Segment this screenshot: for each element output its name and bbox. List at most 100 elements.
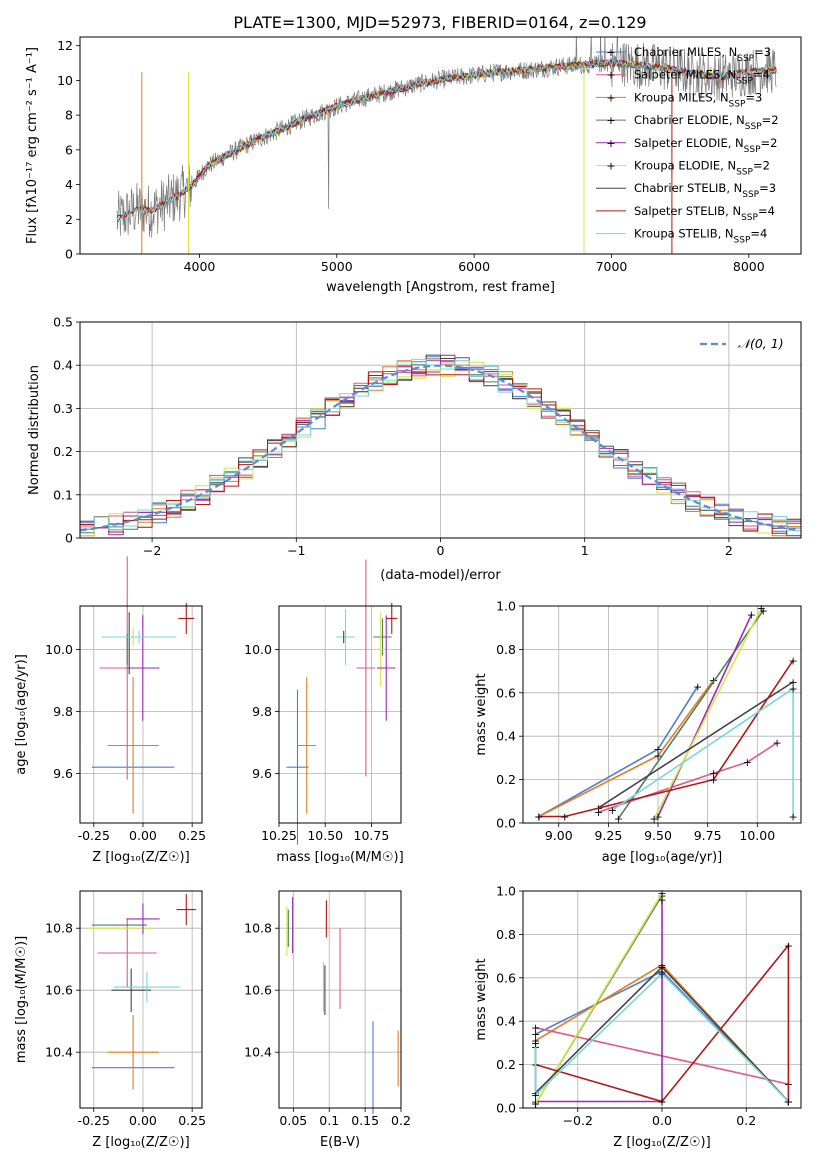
mw-marker-salpeter_miles: +	[743, 756, 752, 769]
y-tick-label: 10.8	[244, 921, 272, 936]
x-tick-label: 0.2	[391, 1113, 411, 1128]
x-tick-label: 8000	[733, 259, 765, 274]
y-tick-label: 0.6	[496, 970, 516, 985]
legend-label-salpeter_stelib: Salpeter STELIB, NSSP=4	[634, 204, 775, 223]
mw-marker-salpeter_stelib: +	[657, 1095, 666, 1108]
x-tick-label: 10.25	[261, 828, 297, 843]
mw-marker-kroupa_stelib: +	[657, 967, 666, 980]
y-tick-label: 9.8	[252, 704, 272, 719]
mass_vs_Z-frame	[79, 890, 203, 1109]
mw-marker-chabrier_miles: +	[653, 743, 662, 756]
mw-line-chabrier_miles	[538, 685, 699, 818]
mw-line-salpeter_miles	[598, 742, 778, 813]
legend-label-kroupa_elodie: Kroupa ELODIE, NSSP=2	[634, 159, 770, 178]
mass_weight_vs_Z-ylabel: mass weight	[474, 958, 489, 1040]
mw-marker-chabrier_stelib: +	[784, 1095, 793, 1108]
x-tick-label: 0.25	[178, 828, 206, 843]
x-tick-label: 9.25	[594, 828, 622, 843]
y-tick-label: 0.4	[53, 358, 73, 373]
mass_weight_vs_age-axes: 9.00 9.25 9.50 9.75 10.00 0.0 0.2 0.4 0.6 0.8 1.0	[496, 599, 801, 843]
mw-marker-salpeter_stelib: +	[784, 939, 793, 952]
legend-label-chabrier_miles: Chabrier MILES, NSSP=3	[634, 45, 771, 64]
y-tick-label: 10.4	[244, 1045, 272, 1060]
mass_weight_vs_age-ylabel: mass weight	[474, 673, 489, 755]
y-tick-label: 4	[65, 177, 73, 192]
legend-marker: +	[606, 137, 615, 150]
mw-marker-salpeter_stelib: +	[534, 810, 543, 823]
mass_weight_vs_Z-frame	[522, 890, 802, 1109]
spectrum-legend: + Chabrier MILES, NSSP=3 + Salpeter MILES, …	[596, 45, 779, 246]
mw-marker-kroupa_miles: +	[784, 1095, 793, 1108]
mw-marker-salpeter_elodie: +	[531, 1095, 540, 1108]
mw-line-chabrier_elodie	[617, 609, 764, 820]
age_vs_Z-axes: -0.25 0.00 0.25 9.6 9.8 10.0	[45, 606, 206, 843]
y-tick-label: 0.2	[496, 1057, 516, 1072]
residual-hist-chabrier_stelib	[80, 354, 801, 529]
figure-title: PLATE=1300, MJD=52973, FIBERID=0164, z=0…	[233, 13, 646, 32]
mass_vs_ebv-xlabel: E(B-V)	[320, 1135, 360, 1150]
legend-label-kroupa_miles: Kroupa MILES, NSSP=3	[634, 90, 762, 109]
mw-marker-salpeter_miles: +	[709, 767, 718, 780]
x-tick-label: 6000	[458, 259, 490, 274]
mw-line-salpeter_stelib	[538, 659, 794, 818]
residual-hist-kroupa_elodie	[80, 360, 801, 537]
mw-marker-salpeter_elodie: +	[747, 609, 756, 622]
panels: 4000 5000 6000 7000 8000024681012wavelength …	[14, 36, 802, 1150]
residual-hist-salpeter_stelib	[80, 366, 801, 534]
mw-marker-salpeter_miles: +	[531, 1022, 540, 1035]
y-tick-label: 12	[57, 38, 73, 53]
mw-marker-salpeter_stelib: +	[788, 654, 797, 667]
mw-marker-chabrier_stelib: +	[657, 961, 666, 974]
age_vs_mass-points	[286, 559, 398, 845]
mw-marker-chabrier_miles: +	[531, 1028, 540, 1041]
mw-marker-chabrier_miles: +	[784, 1095, 793, 1108]
mw-marker-kroupa_elodie: +	[757, 602, 766, 615]
y-tick-label: 0.1	[53, 487, 73, 502]
residuals-histograms	[80, 354, 801, 537]
x-tick-label: 1	[581, 543, 589, 558]
mw-marker-kroupa_stelib: +	[784, 1095, 793, 1108]
residuals-xlabel: (data-model)/error	[380, 568, 501, 583]
legend-marker: +	[606, 69, 615, 82]
mw-marker-salpeter_elodie: +	[657, 894, 666, 907]
y-tick-label: 0.4	[496, 1014, 516, 1029]
legend-marker: +	[606, 91, 615, 104]
y-tick-label: 10.8	[45, 921, 73, 936]
x-tick-label: 0	[437, 543, 445, 558]
legend-label-salpeter_elodie: Salpeter ELODIE, NSSP=2	[634, 136, 777, 155]
mw-line-kroupa_stelib	[534, 972, 789, 1103]
legend-marker: +	[606, 114, 615, 127]
mass_weight_vs_age-frame	[522, 605, 802, 824]
x-tick-label: 10.00	[739, 828, 775, 843]
x-tick-label: 7000	[596, 259, 628, 274]
y-tick-label: 2	[65, 212, 73, 227]
y-tick-label: 0.0	[496, 1101, 516, 1116]
y-tick-label: 10.6	[244, 983, 272, 998]
mw-marker-salpeter_miles: +	[773, 737, 782, 750]
mass_vs_Z-points	[87, 894, 197, 1090]
y-tick-label: 10.6	[45, 983, 73, 998]
age_vs_mass-axes: 10.25 10.50 10.75 9.6 9.8 10.0	[244, 606, 401, 843]
mw-marker-chabrier_stelib: +	[788, 676, 797, 689]
mw-marker-kroupa_stelib: +	[788, 810, 797, 823]
residuals-ylabel: Normed distribution	[27, 365, 42, 495]
spectrum-xlabel: wavelength [Angstrom, rest frame]	[326, 280, 555, 295]
age_vs_mass-xlabel: mass [log₁₀(M/M☉)]	[276, 850, 403, 865]
x-tick-label: −2	[143, 543, 161, 558]
mass_vs_Z-ylabel: mass [log₁₀(M/M☉)]	[14, 936, 29, 1063]
mw-marker-chabrier_miles: +	[693, 680, 702, 693]
x-tick-label: 10.50	[307, 828, 343, 843]
residuals-axes: −2 −1 0 1 2 0 0.1 0.2 0.3 0.4 0.5	[53, 315, 801, 558]
normal-curve	[80, 364, 799, 532]
mw-marker-salpeter_stelib: +	[560, 810, 569, 823]
mw-marker-chabrier_miles: +	[534, 810, 543, 823]
mass_weight_vs_Z-series: +++++++++++ ++++++++++++++++	[531, 887, 793, 1110]
mw-marker-kroupa_miles: +	[653, 750, 662, 763]
y-tick-label: 0.2	[53, 444, 73, 459]
y-tick-label: 10.4	[45, 1045, 73, 1060]
x-tick-label: 0.05	[279, 1113, 307, 1128]
x-tick-label: 10.75	[354, 828, 390, 843]
mw-marker-kroupa_stelib: +	[531, 1089, 540, 1102]
mw-line-kroupa_miles	[538, 679, 715, 818]
age_vs_mass-frame	[278, 605, 402, 824]
